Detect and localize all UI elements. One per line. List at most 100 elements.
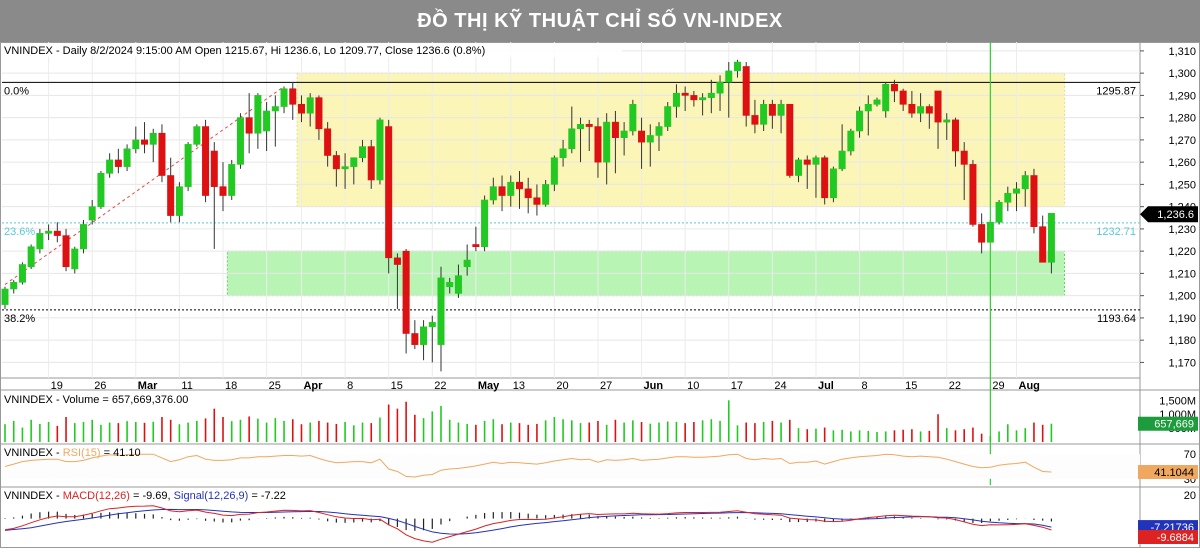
candle-body bbox=[515, 181, 523, 190]
candle-body bbox=[733, 61, 741, 72]
candle-body bbox=[795, 159, 803, 176]
date-label: 19 bbox=[51, 380, 63, 392]
candle-body bbox=[899, 90, 907, 105]
last-price-flag bbox=[1140, 206, 1198, 223]
signal-header-value: = -7.22 bbox=[248, 490, 286, 502]
candle-body bbox=[646, 135, 654, 143]
fib-38-2-left-label: 38.2% bbox=[4, 313, 35, 325]
candle-body bbox=[603, 121, 611, 163]
candle-body bbox=[812, 157, 820, 165]
candle-body bbox=[664, 106, 672, 127]
price-axis-label: 1,200 bbox=[1168, 291, 1196, 303]
rsi-last-flag bbox=[1138, 465, 1198, 480]
candle-body bbox=[141, 139, 149, 145]
candle-body bbox=[699, 97, 707, 101]
candle-body bbox=[1, 288, 9, 305]
rsi-line bbox=[4, 453, 1052, 478]
candle-body bbox=[803, 159, 811, 165]
candle-body bbox=[882, 83, 890, 112]
candle-body bbox=[768, 104, 776, 116]
candle-body bbox=[925, 106, 933, 114]
candle-body bbox=[114, 159, 122, 167]
candle-body bbox=[707, 92, 715, 98]
candle-body bbox=[359, 146, 367, 159]
candle-body bbox=[838, 150, 846, 170]
macd-line bbox=[4, 505, 1052, 543]
date-label: 20 bbox=[556, 380, 568, 392]
price-axis-label: 1,290 bbox=[1168, 90, 1196, 102]
candle-body bbox=[917, 106, 925, 114]
banner-title: ĐỒ THỊ KỸ THUẬT CHỈ SỐ VN-INDEX bbox=[417, 10, 783, 32]
candle-body bbox=[324, 128, 332, 156]
chart-stage: 0.0% 1295.87 23.6% 1232.71 38.2% 1193.64 1,170… bbox=[0, 42, 1200, 548]
candle-body bbox=[655, 126, 663, 136]
macd-header-value: = -9.69, bbox=[130, 490, 174, 502]
macd-histogram bbox=[4, 511, 1053, 531]
candle-body bbox=[620, 130, 628, 138]
candle-body bbox=[716, 81, 724, 94]
price-axis-label: 1,250 bbox=[1168, 179, 1196, 191]
candle-body bbox=[280, 88, 288, 107]
candle-body bbox=[577, 124, 585, 130]
candle-body bbox=[1047, 213, 1055, 263]
candle-body bbox=[943, 119, 951, 123]
date-label: Mar bbox=[138, 380, 158, 392]
volume-last-label: 657,669 bbox=[1154, 419, 1194, 431]
price-axis-label: 1,220 bbox=[1168, 246, 1196, 258]
date-label: Jul bbox=[818, 380, 834, 392]
candle-body bbox=[568, 128, 576, 150]
candle-body bbox=[908, 104, 916, 114]
date-label: 27 bbox=[600, 380, 612, 392]
price-axis-label: 1,300 bbox=[1168, 68, 1196, 80]
candle-body bbox=[777, 104, 785, 116]
candle-body bbox=[890, 83, 898, 92]
candle-body bbox=[934, 90, 942, 123]
date-label: 11 bbox=[181, 380, 192, 392]
candles bbox=[1, 59, 1055, 372]
candle-body bbox=[524, 188, 532, 199]
candle-body bbox=[856, 110, 864, 132]
candle-body bbox=[245, 117, 253, 134]
candle-body bbox=[193, 126, 201, 145]
macd-header-indicator: MACD(12,26) bbox=[63, 490, 130, 502]
price-header: VNINDEX - Daily 8/2/2024 9:15:00 AM Open… bbox=[4, 45, 485, 57]
rsi-last-label: 41.1044 bbox=[1154, 467, 1194, 479]
candle-body bbox=[306, 97, 314, 114]
price-axis-label: 1,260 bbox=[1168, 157, 1196, 169]
candle-body bbox=[79, 224, 87, 250]
candle-body bbox=[786, 104, 794, 176]
candle-body bbox=[350, 157, 358, 167]
candle-body bbox=[559, 148, 567, 159]
candle-body bbox=[367, 146, 375, 181]
candle-body bbox=[995, 201, 1003, 223]
date-label: 24 bbox=[774, 380, 786, 392]
volume-last-flag bbox=[1138, 416, 1198, 431]
volume-axis-label: 1,500M bbox=[1159, 395, 1196, 407]
rsi-header: VNINDEX - RSI(15) = 41.10 bbox=[4, 447, 141, 459]
candle-body bbox=[184, 144, 192, 187]
date-label: 22 bbox=[949, 380, 961, 392]
candle-body bbox=[847, 130, 855, 152]
fib-38-2-right-label: 1193.64 bbox=[1097, 313, 1136, 325]
candle-body bbox=[725, 70, 733, 83]
rsi-axis-label: 70 bbox=[1184, 449, 1196, 461]
candle-body bbox=[507, 181, 515, 196]
candle-body bbox=[132, 139, 140, 150]
candle-body bbox=[1021, 175, 1029, 190]
rsi-header-value: = 41.10 bbox=[101, 447, 141, 459]
candle-body bbox=[446, 282, 454, 288]
candle-body bbox=[978, 224, 986, 243]
candle-body bbox=[960, 150, 968, 165]
date-label: Aug bbox=[1019, 380, 1040, 392]
date-label: 26 bbox=[94, 380, 106, 392]
candle-body bbox=[297, 104, 305, 114]
date-label: 13 bbox=[513, 380, 525, 392]
technical-chart: 0.0% 1295.87 23.6% 1232.71 38.2% 1193.64 1,170… bbox=[0, 42, 1200, 548]
date-label: Apr bbox=[303, 380, 323, 392]
candle-body bbox=[629, 104, 637, 132]
date-label: 15 bbox=[905, 380, 917, 392]
candle-body bbox=[829, 168, 837, 199]
rsi-band bbox=[2, 454, 1140, 479]
candle-body bbox=[1004, 193, 1012, 203]
candle-body bbox=[1013, 188, 1021, 194]
